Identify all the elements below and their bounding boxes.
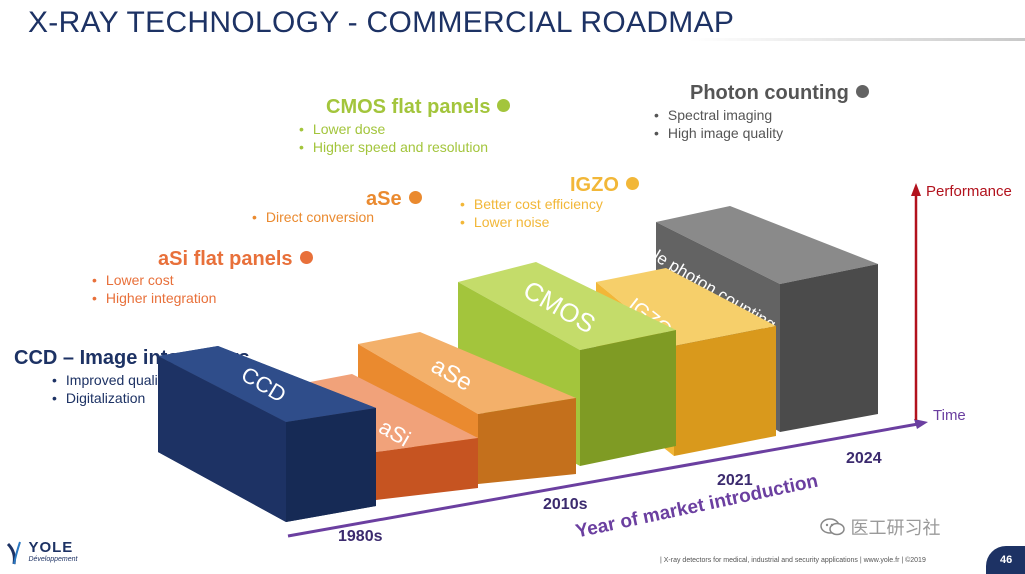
bullet-item: Direct conversion	[252, 208, 374, 226]
caption-ccd: CCD – Image intensifiers	[14, 347, 250, 370]
dot-icon	[855, 85, 869, 98]
logo-subtext: Développement	[28, 556, 78, 563]
bullet-item: Digitalization	[52, 389, 169, 407]
bullet-item: Spectral imaging	[654, 106, 783, 124]
bullets-cmos: Lower dose Higher speed and resolution	[299, 120, 488, 156]
bullets-igzo: Better cost efficiency Lower noise	[460, 195, 603, 231]
time-label: Time	[933, 407, 966, 424]
time-axis-arrow	[914, 419, 928, 429]
page-title: X-RAY TECHNOLOGY - COMMERCIAL ROADMAP	[28, 6, 735, 39]
bullet-item: Better cost efficiency	[460, 195, 603, 213]
bullet-item: Higher integration	[92, 289, 217, 307]
yole-logo: YOLE Développement	[6, 540, 77, 566]
caption-title: CCD – Image intensifiers	[14, 347, 250, 369]
bullets-ccd: Improved quality Digitalization	[52, 371, 169, 407]
page-number: 46	[1000, 554, 1013, 566]
time-axis-line	[287, 422, 919, 538]
dot-icon	[299, 251, 313, 264]
yole-logo-icon	[6, 541, 21, 565]
bullet-item: Lower noise	[460, 213, 603, 231]
caption-ase: aSe	[366, 188, 422, 211]
bullet-item: Improved quality	[52, 371, 169, 389]
caption-photon: Photon counting	[690, 82, 869, 105]
bullet-item: Lower dose	[299, 120, 488, 138]
year-label: 2024	[846, 450, 882, 467]
year-label: 2010s	[543, 496, 588, 513]
page-number-tab: 46	[986, 546, 1025, 574]
year-label: 2021	[717, 472, 753, 489]
bullet-item: High image quality	[654, 124, 783, 142]
block-ccd: CCD	[158, 346, 376, 522]
year-label: 1980s	[338, 528, 383, 545]
watermark-text: 医工研习社	[850, 518, 941, 538]
caption-title: Photon counting	[690, 82, 849, 104]
caption-title: IGZO	[570, 174, 619, 196]
caption-title: CMOS flat panels	[326, 96, 491, 118]
wechat-icon	[820, 517, 846, 537]
dot-icon	[408, 191, 422, 204]
bullet-item: Lower cost	[92, 271, 216, 289]
dot-icon	[497, 99, 511, 112]
bullets-photon: Spectral imaging High image quality	[654, 106, 783, 142]
title-divider	[690, 38, 1025, 41]
bullet-item: Higher speed and resolution	[299, 138, 488, 156]
bullets-ase: Direct conversion	[252, 208, 374, 226]
x-axis-title: Year of market introduction	[574, 471, 820, 543]
caption-title: aSi flat panels	[158, 248, 293, 270]
bullets-asi: Lower cost Higher integration	[92, 271, 217, 307]
footer-source: | X-ray detectors for medical, industria…	[660, 557, 926, 564]
caption-igzo: IGZO	[570, 174, 639, 197]
watermark: 医工研习社	[820, 514, 940, 540]
caption-cmos: CMOS flat panels	[326, 96, 511, 119]
performance-label: Performance	[926, 183, 1012, 200]
caption-asi: aSi flat panels	[158, 248, 313, 271]
performance-axis-arrow	[911, 183, 921, 196]
logo-text: YOLE	[28, 539, 74, 556]
dot-icon	[625, 177, 639, 190]
caption-title: aSe	[366, 188, 402, 210]
